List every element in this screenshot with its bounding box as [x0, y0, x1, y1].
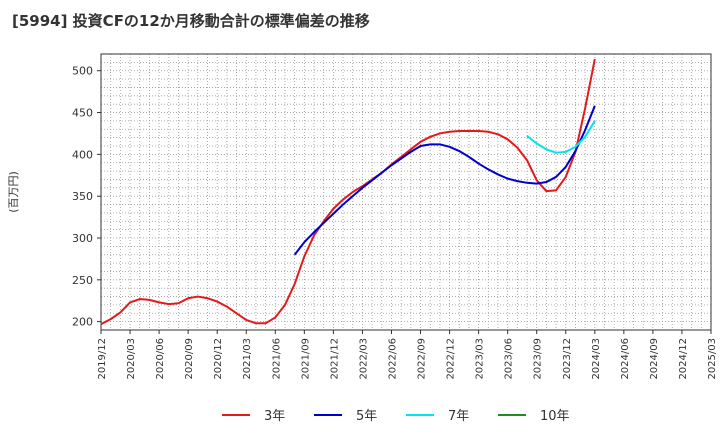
x-tick-label: 2024/03	[591, 338, 602, 380]
series-line-0	[100, 58, 596, 326]
x-tick-label: 2021/09	[300, 338, 311, 380]
x-tick-label: 2020/09	[184, 338, 195, 380]
y-tick-label: 200	[72, 316, 93, 329]
x-tick-label: 2019/12	[97, 338, 108, 380]
legend-label-3: 10年	[540, 409, 570, 424]
x-tick-label: 2020/03	[126, 338, 137, 380]
x-tick-label: 2024/06	[620, 338, 631, 380]
x-tick-label: 2022/09	[417, 338, 428, 380]
x-tick-label: 2023/09	[533, 338, 544, 380]
chart-title: [5994] 投資CFの12か月移動合計の標準偏差の推移	[12, 12, 370, 30]
y-tick-label: 400	[72, 148, 93, 161]
y-tick-label: 250	[72, 274, 93, 287]
x-tick-label: 2021/06	[271, 338, 282, 380]
series-line-2	[526, 120, 596, 154]
x-tick-label: 2020/12	[213, 338, 224, 380]
x-tick-label: 2024/12	[678, 338, 689, 380]
legend-label-2: 7年	[448, 409, 469, 424]
x-tick-label: 2024/09	[649, 338, 660, 380]
x-tick-label: 2021/03	[242, 338, 253, 380]
legend-label-0: 3年	[264, 409, 285, 424]
y-tick-label: 500	[72, 65, 93, 78]
x-tick-label: 2023/03	[475, 338, 486, 380]
x-tick-label: 2025/03	[707, 338, 718, 380]
x-tick-label: 2022/03	[358, 338, 369, 380]
series-line-1	[293, 105, 596, 256]
y-tick-label: 350	[72, 190, 93, 203]
y-tick-label: 450	[72, 107, 93, 120]
x-tick-label: 2020/06	[155, 338, 166, 380]
x-tick-label: 2022/12	[446, 338, 457, 380]
legend-label-1: 5年	[356, 409, 377, 424]
x-tick-label: 2022/06	[387, 338, 398, 380]
x-tick-label: 2023/12	[562, 338, 573, 380]
x-tick-label: 2023/06	[504, 338, 515, 380]
x-tick-label: 2021/12	[329, 338, 340, 380]
y-tick-label: 300	[72, 232, 93, 245]
plot-frame	[100, 53, 712, 331]
y-axis-label: (百万円)	[7, 171, 20, 213]
